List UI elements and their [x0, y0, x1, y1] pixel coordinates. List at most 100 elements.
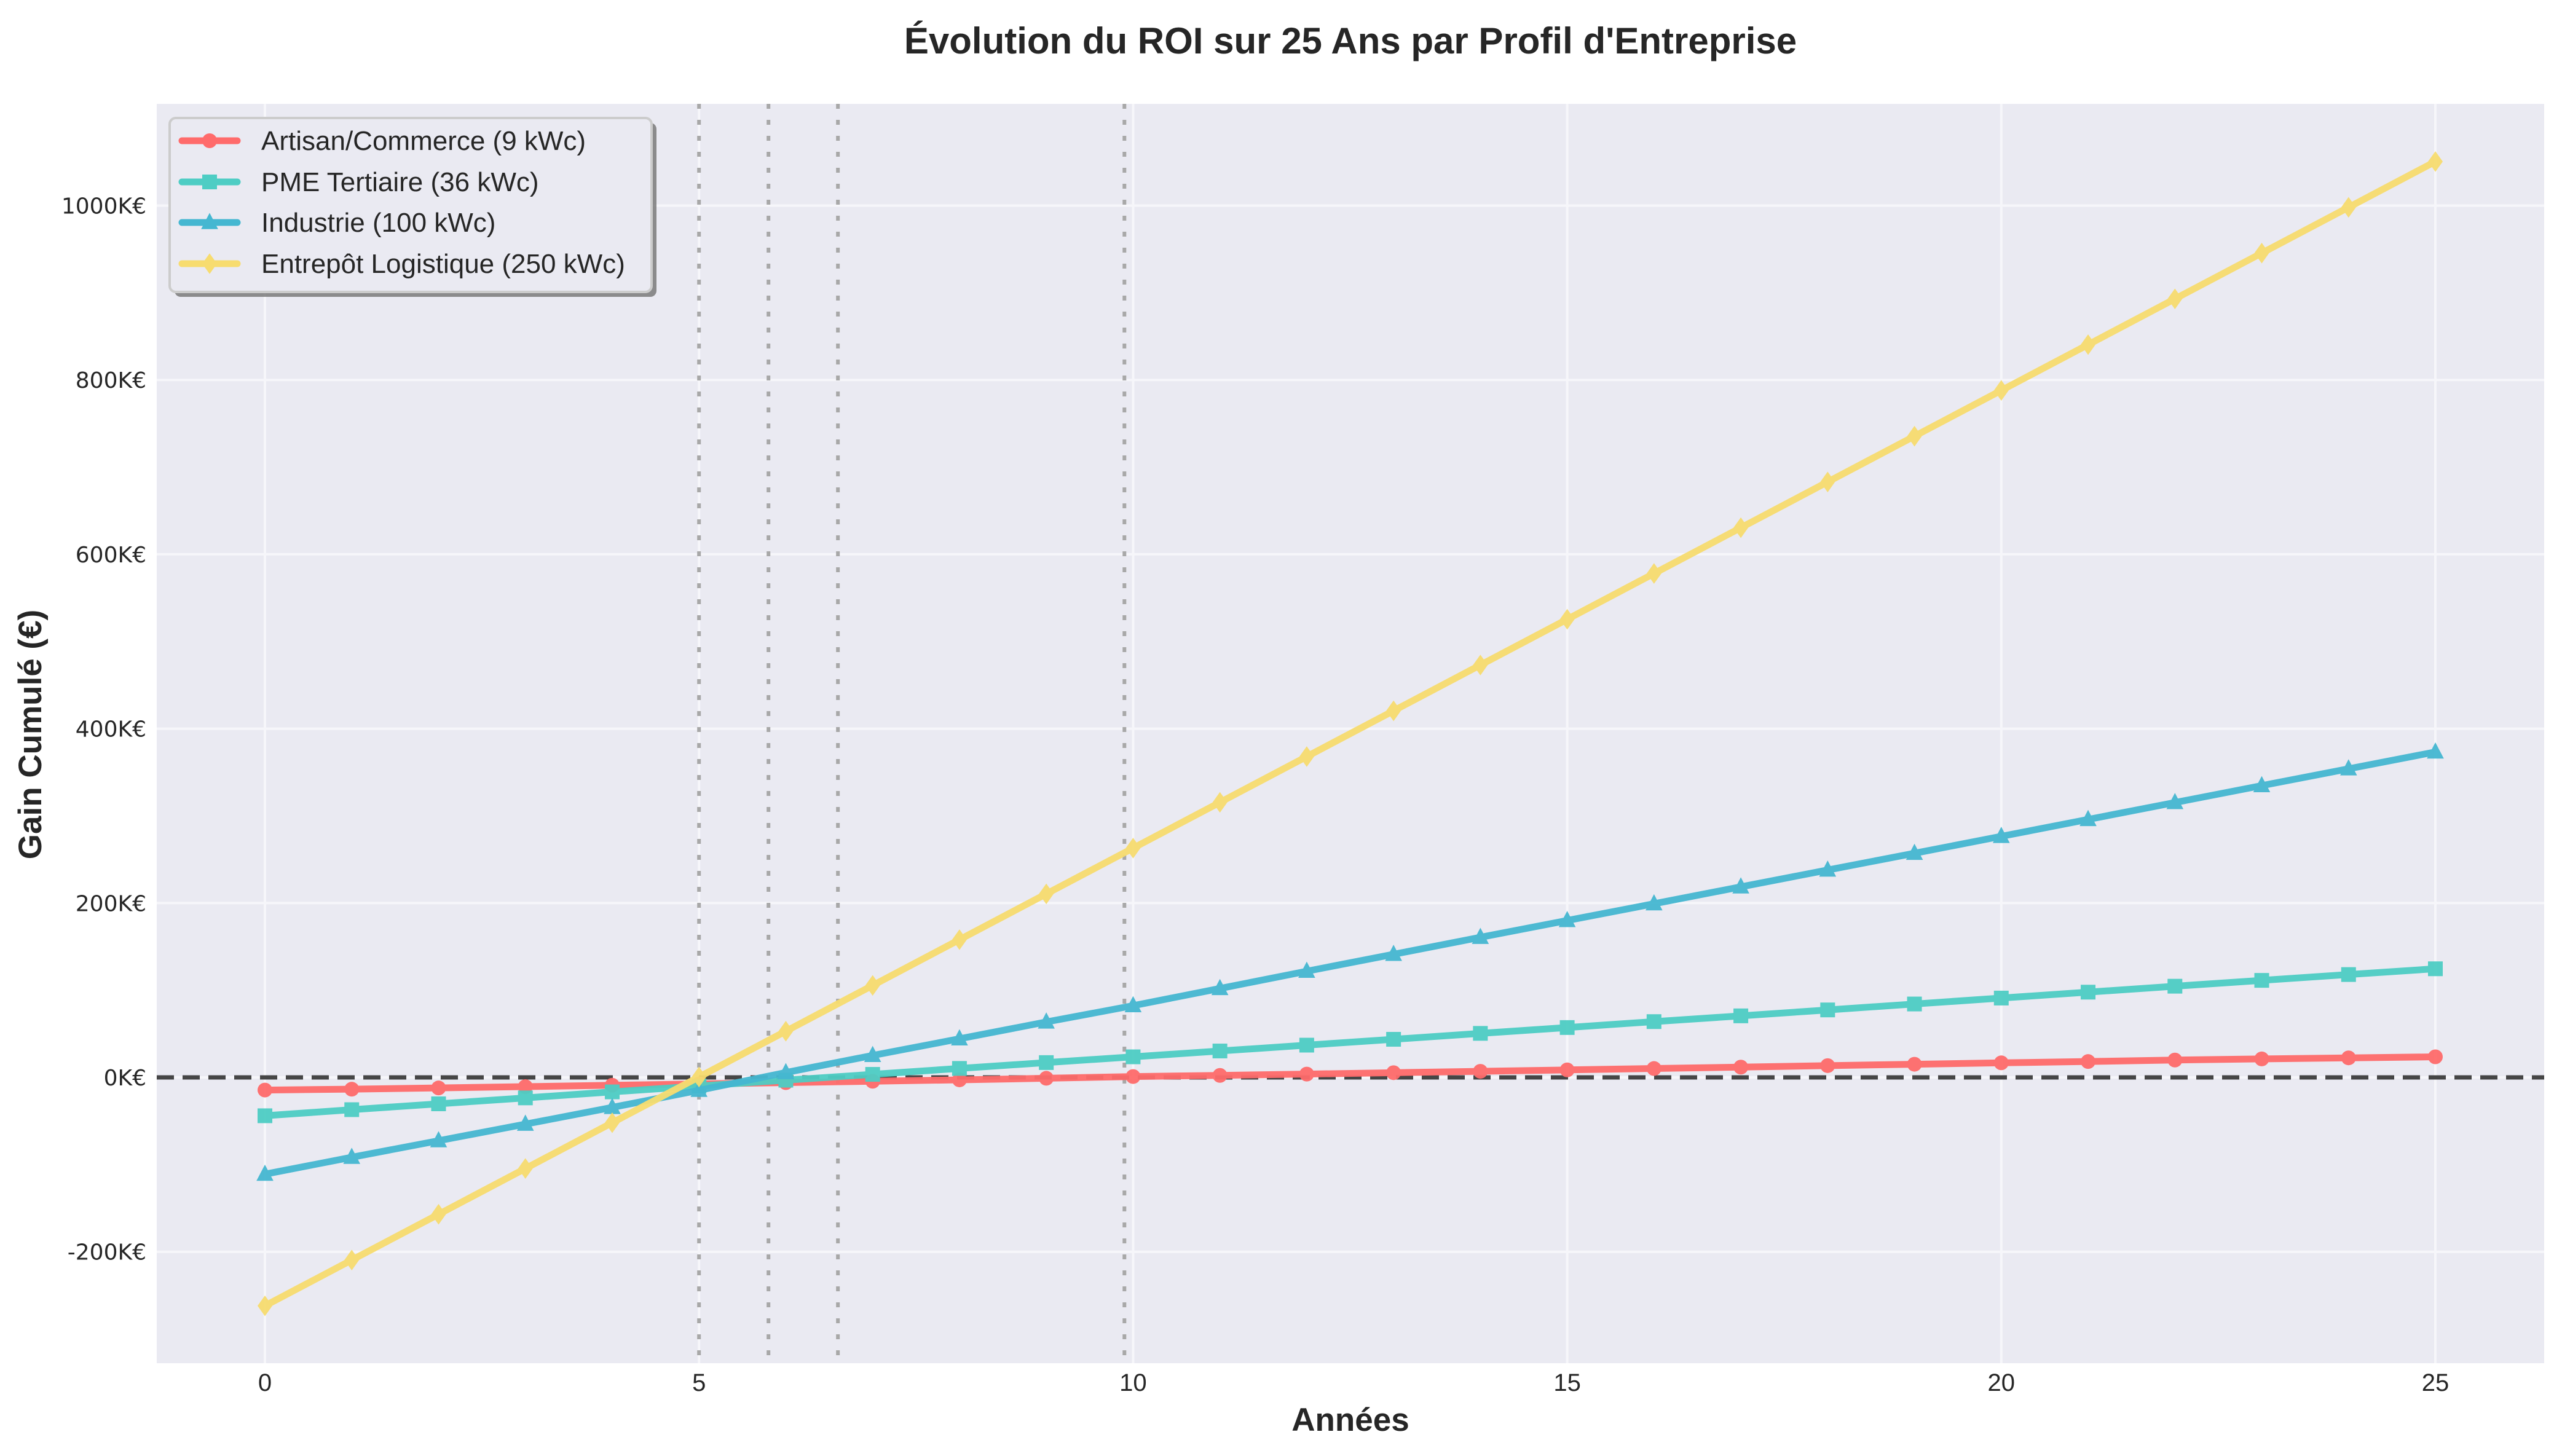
y-tick-label: 200K€	[76, 891, 146, 916]
diamond-marker-icon	[1212, 792, 1228, 813]
diamond-marker-icon	[2167, 288, 2183, 310]
legend-label: PME Tertiaire (36 kWc)	[261, 167, 539, 197]
legend-item: Entrepôt Logistique (250 kWc)	[178, 249, 625, 279]
square-marker-icon	[952, 1061, 967, 1076]
legend-item: Artisan/Commerce (9 kWc)	[178, 126, 586, 156]
diamond-marker-icon	[344, 1249, 360, 1270]
circle-marker-icon	[2254, 1051, 2269, 1066]
triangle-marker-icon	[1211, 978, 1229, 996]
triangle-marker-icon	[1732, 877, 1749, 894]
legend-label: Entrepôt Logistique (250 kWc)	[261, 249, 625, 279]
triangle-marker-icon	[1298, 961, 1315, 978]
triangle-marker-icon	[516, 1114, 534, 1131]
square-marker-icon	[258, 1108, 272, 1123]
x-tick-label: 5	[692, 1369, 706, 1396]
square-marker-icon	[344, 1102, 360, 1117]
diamond-marker-icon	[518, 1158, 533, 1179]
triangle-marker-icon	[2166, 793, 2184, 809]
square-marker-icon	[1559, 1020, 1575, 1035]
circle-marker-icon	[1820, 1058, 1835, 1073]
triangle-marker-icon	[430, 1131, 447, 1147]
circle-marker-icon	[2341, 1050, 2356, 1066]
y-axis-label: Gain Cumulé (€)	[12, 610, 49, 859]
legend-items: Artisan/Commerce (9 kWc) PME Tertiaire (3…	[178, 126, 625, 279]
series-line	[261, 158, 2439, 1310]
diamond-marker-icon	[952, 929, 967, 950]
diamond-marker-icon	[1646, 563, 1661, 584]
diamond-marker-icon	[1125, 838, 1141, 859]
square-marker-icon	[2254, 973, 2269, 988]
triangle-marker-icon	[256, 1164, 274, 1181]
circle-marker-icon	[1993, 1055, 2009, 1071]
diamond-marker-icon	[1559, 608, 1575, 630]
diamond-marker-icon	[692, 1066, 707, 1088]
x-tick-label: 15	[1553, 1369, 1581, 1396]
diamond-marker-icon	[865, 975, 880, 996]
diamond-marker-icon	[1907, 425, 1922, 447]
square-marker-icon	[1125, 1049, 1141, 1064]
circle-marker-icon	[2167, 1052, 2183, 1068]
legend-label: Industrie (100 kWc)	[261, 208, 495, 238]
circle-marker-icon	[2428, 1049, 2443, 1064]
circle-marker-icon	[202, 133, 217, 148]
diamond-marker-icon	[431, 1203, 446, 1225]
circle-marker-icon	[1125, 1069, 1141, 1084]
triangle-marker-icon	[2253, 776, 2271, 793]
triangle-marker-icon	[2079, 809, 2097, 827]
circle-marker-icon	[1386, 1065, 1401, 1080]
circle-marker-icon	[1039, 1071, 1054, 1086]
square-marker-icon	[1386, 1032, 1401, 1047]
circle-marker-icon	[2081, 1054, 2096, 1069]
circle-marker-icon	[1473, 1064, 1488, 1079]
diamond-marker-icon	[1820, 471, 1835, 492]
triangle-marker-icon	[1472, 927, 1489, 944]
series-line	[261, 748, 2439, 1178]
circle-marker-icon	[1559, 1062, 1575, 1077]
y-axis-ticks: -200K€ 0K€ 200K€ 400K€ 600K€ 800K€ 1000K€	[61, 194, 146, 1265]
y-tick-label: 600K€	[76, 543, 146, 568]
circle-marker-icon	[1907, 1057, 1922, 1072]
triangle-marker-icon	[864, 1045, 881, 1063]
diamond-marker-icon	[2254, 243, 2269, 264]
legend-box	[168, 117, 653, 293]
y-tick-label: 1000K€	[61, 194, 146, 219]
circle-marker-icon	[344, 1082, 360, 1097]
diamond-marker-icon	[2428, 151, 2443, 172]
x-tick-label: 10	[1119, 1369, 1147, 1396]
diamond-marker-icon	[1299, 746, 1314, 767]
triangle-marker-icon	[1038, 1012, 1055, 1029]
triangle-marker-icon	[1124, 996, 1142, 1013]
diamond-marker-icon	[2341, 197, 2356, 218]
circle-marker-icon	[518, 1079, 533, 1095]
series-lines	[256, 151, 2444, 1316]
circle-marker-icon	[431, 1080, 446, 1096]
triangle-marker-icon	[1906, 843, 1923, 860]
diamond-marker-icon	[1386, 700, 1401, 722]
diamond-marker-icon	[778, 1021, 794, 1042]
x-tick-label: 25	[2422, 1369, 2450, 1396]
diamond-marker-icon	[2081, 334, 2096, 355]
series-3	[258, 151, 2443, 1316]
diamond-marker-icon	[1733, 517, 1749, 538]
square-marker-icon	[1473, 1026, 1488, 1041]
square-marker-icon	[1907, 996, 1922, 1012]
series-2	[256, 742, 2444, 1181]
triangle-marker-icon	[1558, 911, 1576, 927]
diamond-marker-icon	[1473, 655, 1488, 675]
square-marker-icon	[1646, 1014, 1661, 1029]
circle-marker-icon	[1299, 1066, 1314, 1082]
series-line	[261, 965, 2439, 1119]
triangle-marker-icon	[1993, 827, 2010, 843]
legend-label: Artisan/Commerce (9 kWc)	[261, 126, 586, 156]
diamond-marker-icon	[202, 253, 217, 274]
square-marker-icon	[1733, 1008, 1749, 1023]
square-marker-icon	[2081, 985, 2096, 1000]
triangle-marker-icon	[777, 1063, 795, 1079]
square-marker-icon	[604, 1084, 620, 1100]
y-tick-label: 0K€	[104, 1066, 146, 1091]
x-tick-label: 20	[1988, 1369, 2016, 1396]
square-marker-icon	[2341, 967, 2356, 982]
series-line	[261, 1053, 2439, 1094]
